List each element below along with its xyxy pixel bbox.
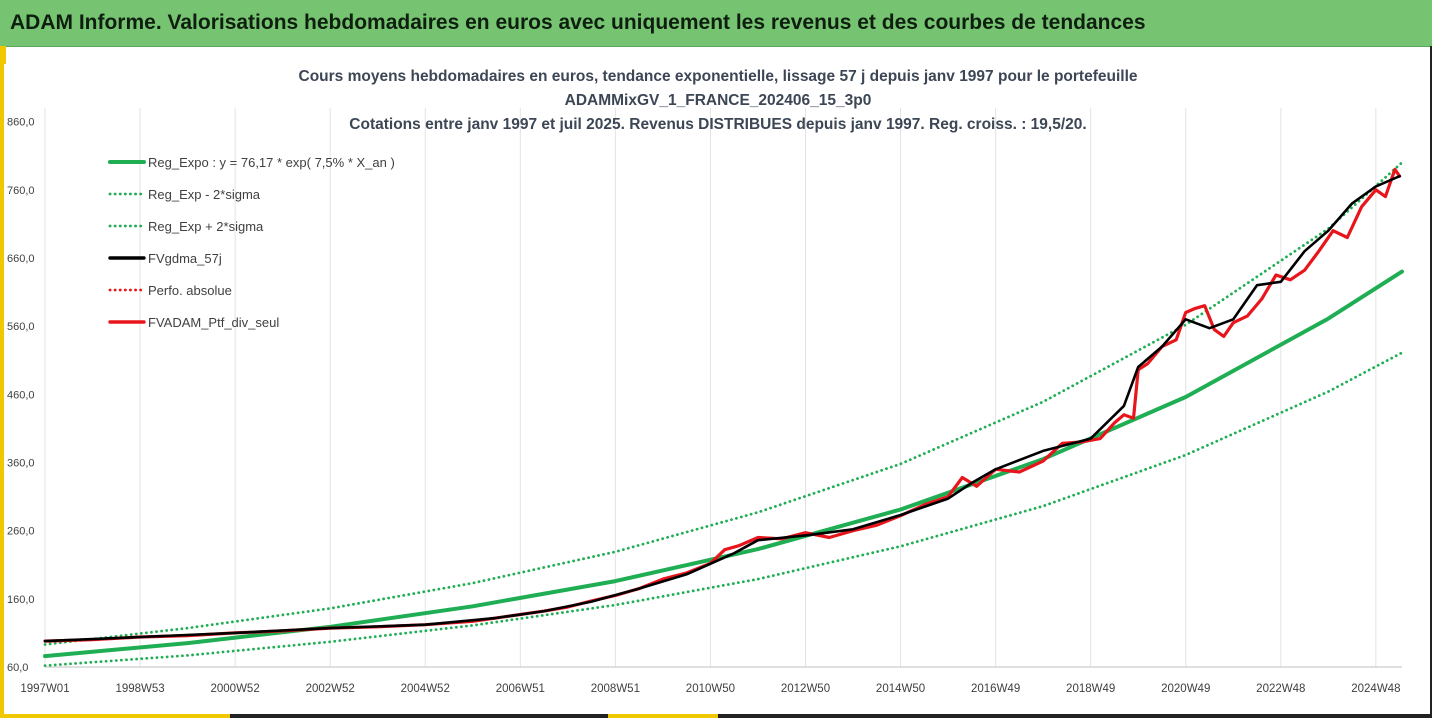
y-tick-label: 260,0: [7, 526, 35, 538]
corner-accent: [0, 46, 6, 64]
y-tick-label: 160,0: [7, 594, 35, 606]
legend-label-3: FVgdma_57j: [148, 251, 222, 266]
legend-label-5: FVADAM_Ptf_div_seul: [148, 315, 279, 330]
y-tick-label: 560,0: [7, 321, 35, 333]
series-line-5: [43, 167, 1402, 643]
x-tick-label: 2012W50: [781, 683, 830, 695]
x-tick-label: 2024W48: [1351, 683, 1400, 695]
axes: 1997W01 1998W53 2000W52 2002W52 2004W52 2006W…: [7, 117, 1402, 695]
y-tick-label: 860,0: [7, 117, 35, 129]
x-tick-label: 2006W51: [496, 683, 545, 695]
y-tick-label: 660,0: [7, 253, 35, 265]
series-lines: [43, 161, 1404, 667]
legend: Reg_Expo : y = 76,17 * exp( 7,5% * X_an …: [108, 155, 395, 330]
grid-lines: [44, 108, 1377, 667]
y-tick-label: 60,0: [7, 662, 28, 674]
y-tick-label: 460,0: [7, 389, 35, 401]
chart: Cours moyens hebdomadaires en euros, ten…: [7, 68, 1404, 695]
x-tick-label: 1997W01: [20, 683, 69, 695]
x-tick-label: 2016W49: [971, 683, 1020, 695]
chart-title: Cours moyens hebdomadaires en euros, ten…: [299, 68, 1138, 133]
chart-title-line-1: Cours moyens hebdomadaires en euros, ten…: [299, 68, 1138, 85]
series-line-2: [43, 161, 1404, 646]
report-header: ADAM Informe. Valorisations hebdomadaire…: [0, 0, 1432, 47]
series-line-3: [43, 174, 1401, 643]
legend-label-2: Reg_Exp + 2*sigma: [148, 219, 264, 234]
x-tick-label: 2004W52: [401, 683, 450, 695]
report-title: ADAM Informe. Valorisations hebdomadaire…: [10, 11, 1146, 34]
y-tick-label: 360,0: [7, 457, 35, 469]
left-frame-bar: [0, 46, 4, 718]
legend-label-4: Perfo. absolue: [148, 283, 232, 298]
x-tick-label: 2002W52: [306, 683, 355, 695]
x-tick-label: 2014W50: [876, 683, 925, 695]
right-frame-bar: [1430, 46, 1432, 718]
chart-title-line-2: ADAMMixGV_1_FRANCE_202406_15_3p0: [565, 92, 872, 109]
legend-label-1: Reg_Exp - 2*sigma: [148, 187, 261, 202]
x-tick-label: 2018W49: [1066, 683, 1115, 695]
x-tick-label: 2020W49: [1161, 683, 1210, 695]
x-tick-label: 2022W48: [1256, 683, 1305, 695]
series-line-1: [43, 351, 1404, 667]
bottom-accent-middle: [608, 714, 718, 718]
y-tick-label: 760,0: [7, 185, 35, 197]
x-tick-label: 1998W53: [115, 683, 164, 695]
x-tick-label: 2000W52: [211, 683, 260, 695]
legend-label-0: Reg_Expo : y = 76,17 * exp( 7,5% * X_an …: [148, 155, 395, 170]
x-tick-label: 2008W51: [591, 683, 640, 695]
x-tick-label: 2010W50: [686, 683, 735, 695]
bottom-accent-left: [0, 714, 230, 718]
chart-title-line-3: Cotations entre janv 1997 et juil 2025. …: [349, 116, 1086, 133]
